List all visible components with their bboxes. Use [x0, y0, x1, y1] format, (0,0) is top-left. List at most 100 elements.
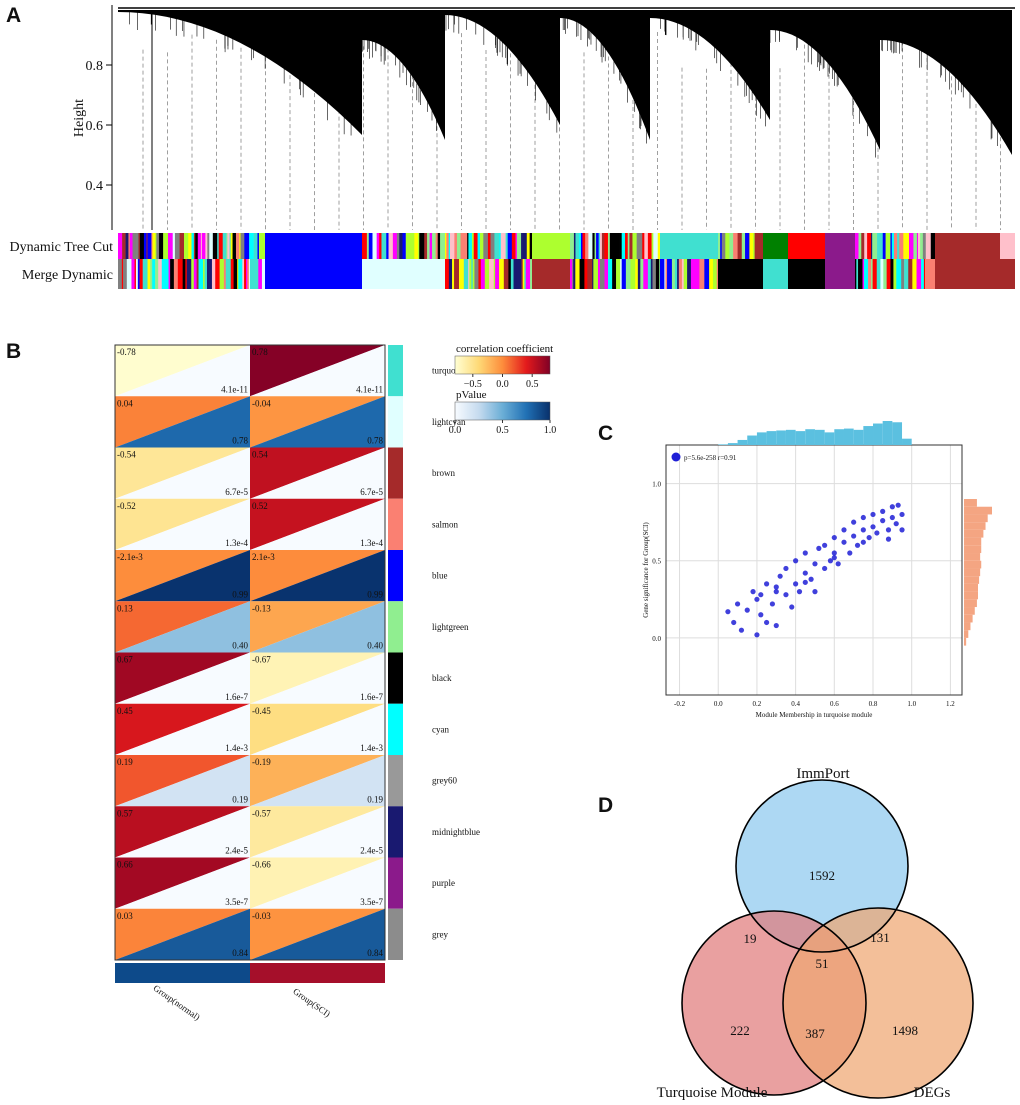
point: [734, 601, 741, 607]
module-color: [597, 259, 600, 289]
x-tick-label: 0.8: [869, 700, 878, 708]
module-color: [644, 233, 649, 259]
histogram-bar: [814, 429, 825, 445]
module-color: [699, 259, 705, 289]
point: [885, 527, 892, 533]
module-color: [921, 259, 925, 289]
module-color: [601, 233, 605, 259]
point: [793, 581, 799, 587]
module-color: [619, 233, 623, 259]
module-color: [893, 233, 898, 259]
pvalue-label: 1.6e-7: [360, 692, 383, 702]
module-color: [573, 259, 576, 289]
module-color: [855, 259, 857, 289]
module-color: [575, 259, 580, 289]
module-color: [695, 259, 700, 289]
module-color: [788, 259, 825, 289]
module-color: [616, 259, 621, 289]
module-color: [217, 233, 220, 259]
module-color: [265, 233, 362, 259]
point: [789, 604, 795, 610]
module-color: [871, 259, 873, 289]
histogram-bar: [964, 637, 967, 646]
column-label: Group(normal): [152, 983, 202, 1022]
module-color: [218, 233, 224, 259]
module-color: [677, 259, 680, 289]
point: [802, 570, 808, 576]
region-count: 51: [816, 956, 829, 971]
module-color: [905, 233, 910, 259]
histogram-bar: [964, 607, 975, 615]
module-color: [508, 259, 512, 289]
point: [851, 519, 857, 525]
heatmap-frame: [114, 344, 386, 961]
module-color: [468, 259, 470, 289]
module-color: [118, 259, 123, 289]
module-color: [660, 233, 718, 259]
correlation-label: -0.66: [252, 860, 271, 870]
module-color: [876, 259, 881, 289]
module-color: [872, 233, 878, 259]
histogram-bar: [863, 426, 874, 445]
point: [769, 601, 776, 607]
module-color: [625, 233, 629, 259]
module-color: [184, 233, 187, 259]
module-color: [741, 233, 746, 259]
module-color: [667, 259, 673, 289]
point: [893, 521, 899, 527]
module-color: [579, 233, 582, 259]
module-color: [198, 259, 204, 289]
module-color: [126, 259, 132, 289]
correlation-label: -0.45: [252, 706, 271, 716]
module-color: [499, 233, 502, 259]
pvalue-cell: [250, 601, 385, 653]
module-color: [139, 233, 145, 259]
module-color: [156, 233, 160, 259]
branch-cluster: [650, 10, 770, 120]
region-count: 222: [730, 1023, 750, 1038]
module-color: [635, 259, 639, 289]
module-color: [925, 259, 935, 289]
pvalue-label: 0.40: [232, 641, 248, 651]
row-label: grey: [432, 929, 448, 939]
point: [764, 619, 770, 626]
module-color: [161, 259, 164, 289]
region-count: 1498: [892, 1023, 918, 1038]
module-color: [448, 259, 453, 289]
module-color: [471, 233, 475, 259]
module-color: [891, 233, 895, 259]
histogram-bar: [964, 614, 973, 623]
module-color: [885, 233, 891, 259]
point: [831, 534, 837, 541]
module-color: [592, 259, 594, 289]
module-color: [864, 233, 868, 259]
set-outline: [681, 910, 867, 1096]
correlation-label: -0.67: [252, 655, 271, 665]
column-color: [250, 963, 385, 983]
color-bar-tick-label: 0.0: [496, 379, 509, 390]
pvalue-cell: [250, 345, 385, 397]
module-color: [471, 259, 474, 289]
module-color: [862, 259, 865, 289]
module-color: [651, 233, 654, 259]
module-color: [621, 259, 627, 289]
pvalue-cell: [115, 498, 250, 550]
point: [744, 607, 750, 613]
histogram-bar: [902, 438, 912, 445]
module-color: [381, 233, 387, 259]
module-color: [193, 259, 197, 289]
module-color: [687, 259, 692, 289]
module-color: [871, 233, 873, 259]
pvalue-cell: [115, 806, 250, 858]
point: [754, 632, 760, 638]
module-color: [526, 233, 530, 259]
x-tick-label: 1.2: [946, 700, 955, 708]
module-color: [142, 259, 148, 289]
module-color: [474, 259, 479, 289]
pvalue-label: 3.5e-7: [360, 897, 383, 907]
module-color: [877, 233, 879, 259]
module-color: [405, 233, 411, 259]
module-color: [244, 259, 247, 289]
module-color: [167, 259, 169, 289]
color-bar: [454, 401, 551, 421]
